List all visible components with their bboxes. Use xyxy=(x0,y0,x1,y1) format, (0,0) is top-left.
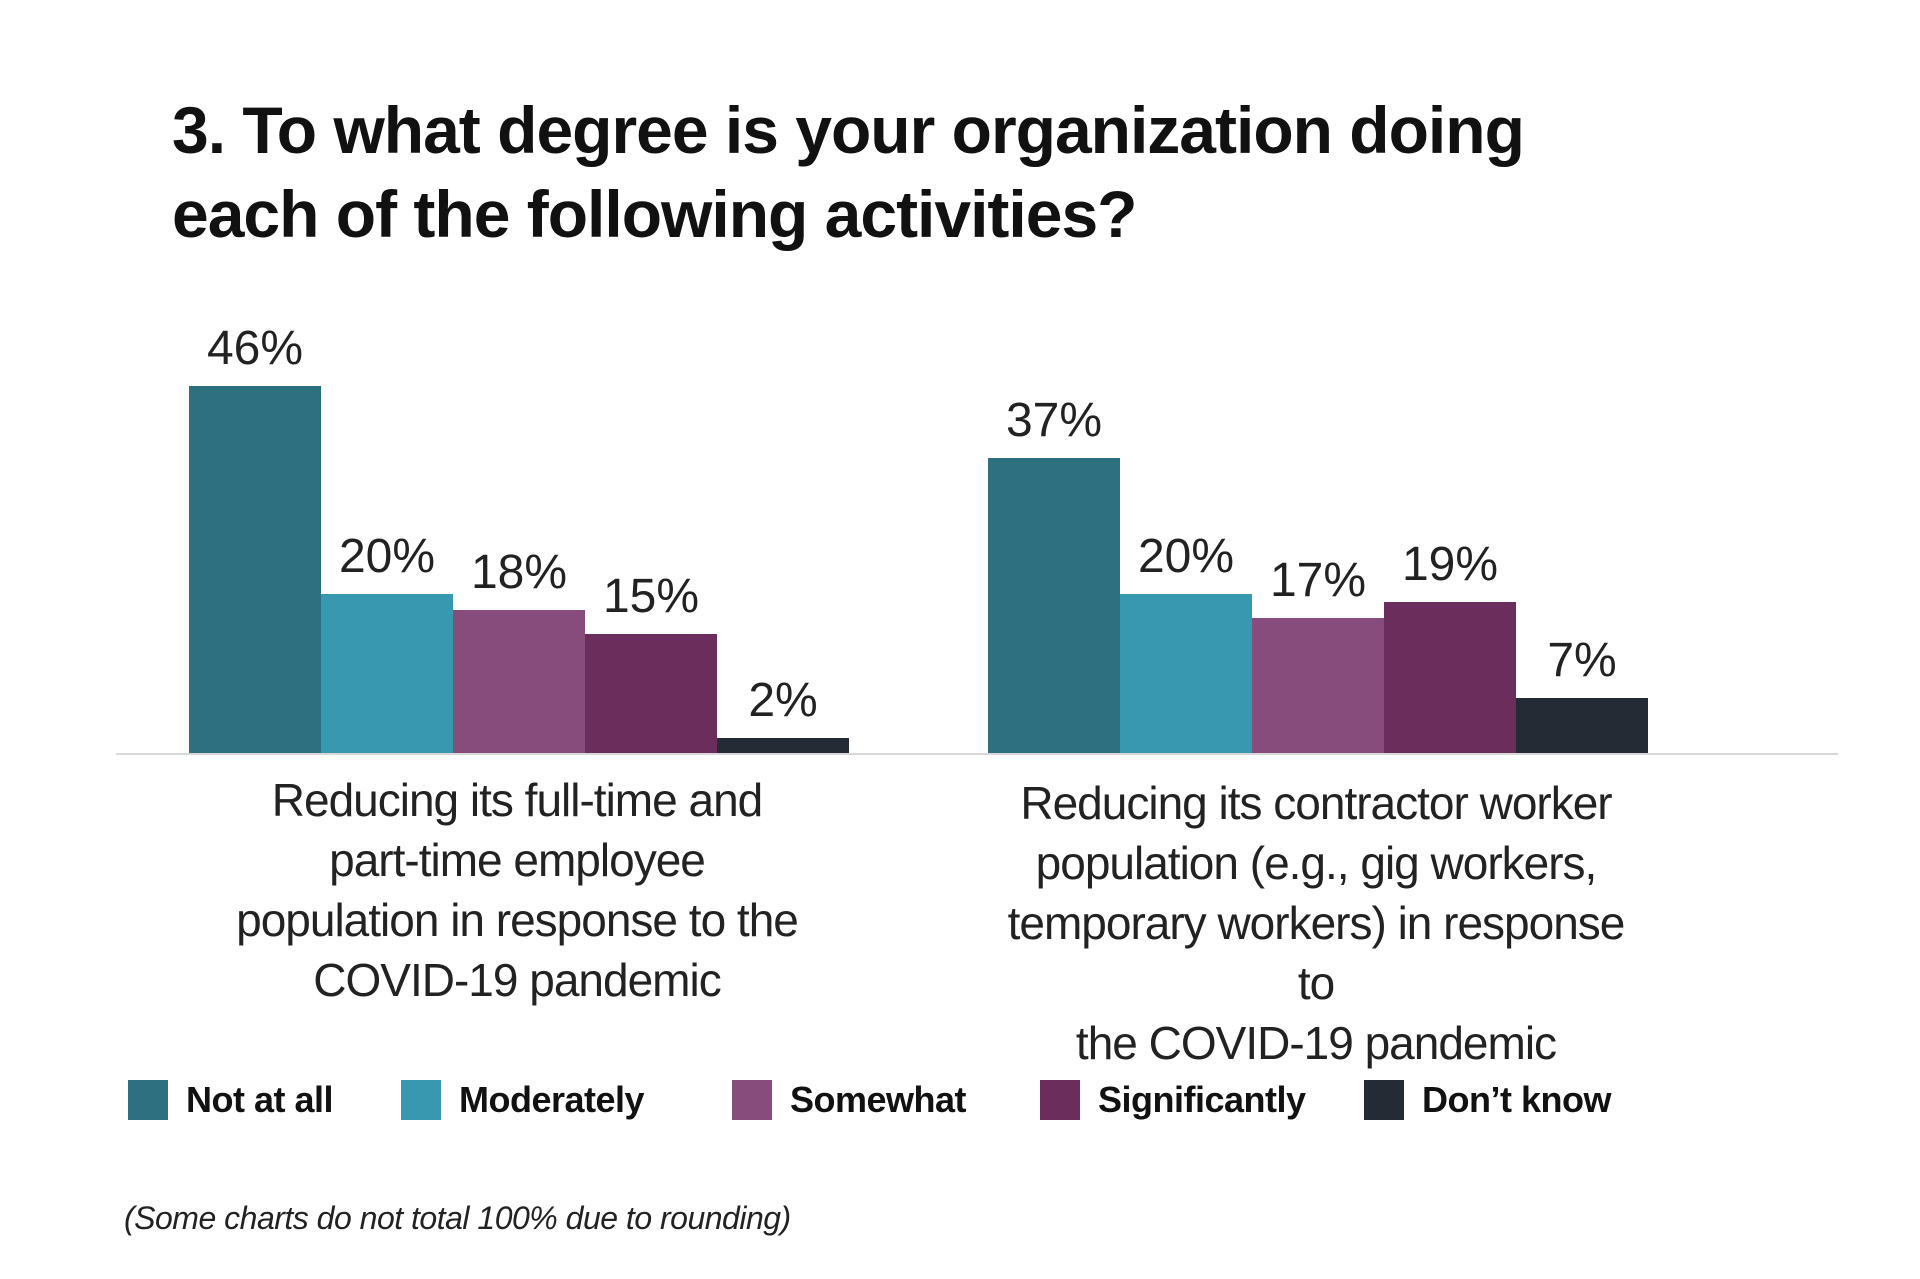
legend-item-moderately: Moderately xyxy=(401,1078,645,1122)
bar-don-t-know-group-0 xyxy=(717,738,849,754)
legend-label-dont-know: Don’t know xyxy=(1422,1079,1611,1120)
bar-significantly-group-0 xyxy=(585,634,717,754)
legend-swatch-significantly xyxy=(1040,1080,1080,1120)
legend-swatch-not-at-all xyxy=(128,1080,168,1120)
bar-not-at-all-group-0 xyxy=(189,386,321,754)
data-label-significantly-group-0: 15% xyxy=(603,570,699,623)
data-label-not-at-all-group-0: 46% xyxy=(207,322,303,375)
bar-somewhat-group-1 xyxy=(1252,618,1384,754)
category-label-1-line-1: population (e.g., gig workers, xyxy=(1035,837,1598,889)
legend-item-not-at-all: Not at all xyxy=(128,1078,334,1122)
legend-swatch-dont-know xyxy=(1364,1080,1404,1120)
legend: Not at all Moderately Somewhat Significa… xyxy=(128,1078,1688,1122)
legend-swatch-somewhat xyxy=(732,1080,772,1120)
data-label-somewhat-group-1: 17% xyxy=(1270,554,1366,607)
category-label-0-line-3: COVID-19 pandemic xyxy=(313,954,721,1006)
data-label-moderately-group-1: 20% xyxy=(1138,530,1234,583)
data-label-somewhat-group-0: 18% xyxy=(471,546,567,599)
legend-item-dont-know: Don’t know xyxy=(1364,1078,1611,1122)
legend-label-somewhat: Somewhat xyxy=(790,1079,967,1120)
legend-label-moderately: Moderately xyxy=(459,1079,645,1120)
legend-item-significantly: Significantly xyxy=(1040,1078,1306,1122)
bar-somewhat-group-0 xyxy=(453,610,585,754)
bar-not-at-all-group-1 xyxy=(988,458,1120,754)
bar-significantly-group-1 xyxy=(1384,602,1516,754)
legend-swatch-moderately xyxy=(401,1080,441,1120)
category-label-0: Reducing its full-time and part-time emp… xyxy=(197,770,837,1010)
bar-moderately-group-0 xyxy=(321,594,453,754)
data-label-not-at-all-group-1: 37% xyxy=(1006,394,1102,447)
chart-title: 3. To what degree is your organization d… xyxy=(172,93,1525,251)
category-label-1-line-3: the COVID-19 pandemic xyxy=(1075,1017,1557,1069)
footnote: (Some charts do not total 100% due to ro… xyxy=(124,1200,791,1236)
category-label-0-line-2: population in response to the xyxy=(236,894,799,946)
data-label-moderately-group-0: 20% xyxy=(339,530,435,583)
legend-item-somewhat: Somewhat xyxy=(732,1078,967,1122)
legend-label-significantly: Significantly xyxy=(1098,1079,1306,1120)
category-label-1-line-2: temporary workers) in response to xyxy=(1007,897,1626,1009)
data-label-don-t-know-group-0: 2% xyxy=(748,674,817,727)
bar-don-t-know-group-1 xyxy=(1516,698,1648,754)
legend-label-not-at-all: Not at all xyxy=(186,1079,334,1120)
category-label-0-line-0: Reducing its full-time and xyxy=(271,774,763,826)
bar-moderately-group-1 xyxy=(1120,594,1252,754)
category-label-0-line-1: part-time employee xyxy=(329,834,706,886)
data-label-don-t-know-group-1: 7% xyxy=(1547,634,1616,687)
data-label-significantly-group-1: 19% xyxy=(1402,538,1498,591)
category-label-1-line-0: Reducing its contractor worker xyxy=(1020,777,1612,829)
category-label-1: Reducing its contractor worker populatio… xyxy=(996,773,1636,1073)
